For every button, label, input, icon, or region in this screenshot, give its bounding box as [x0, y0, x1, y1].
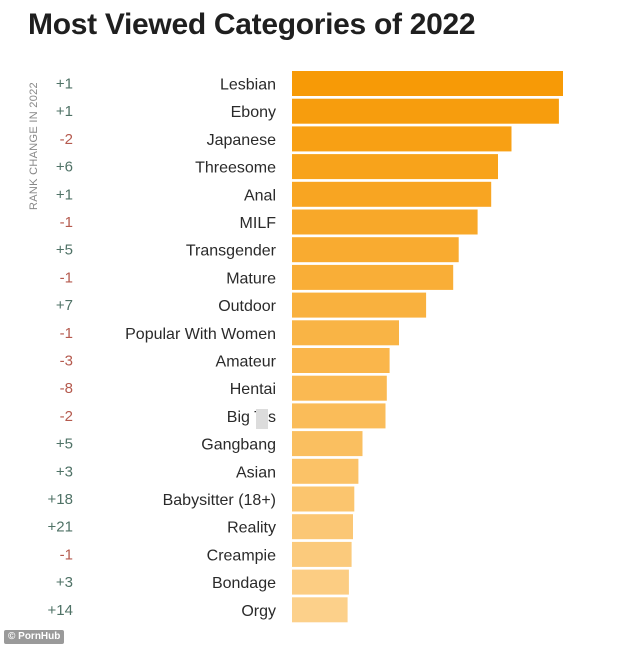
rank-change-label: +1 [56, 186, 73, 203]
rank-change-label: +6 [56, 159, 73, 176]
category-label: Threesome [195, 160, 276, 177]
rank-change-label: +5 [56, 436, 73, 453]
bar [292, 71, 563, 96]
bar [292, 209, 478, 235]
bar [292, 403, 386, 429]
bar [292, 348, 390, 373]
category-label: Popular With Women [125, 326, 276, 343]
rank-change-label: +21 [48, 519, 73, 536]
bar [292, 458, 359, 484]
rank-change-label: +18 [48, 491, 73, 508]
category-label: Asian [236, 464, 276, 481]
category-label: Bondage [212, 575, 276, 592]
bar [292, 154, 498, 180]
category-label: Outdoor [218, 298, 276, 315]
rank-change-label: -3 [60, 353, 73, 370]
bar [292, 514, 353, 540]
bar [292, 264, 454, 290]
category-label: Gangbang [201, 437, 276, 454]
bar [292, 126, 512, 152]
rank-change-label: -2 [60, 131, 73, 148]
rank-change-label: +14 [48, 602, 73, 619]
category-label: Ebony [231, 104, 276, 121]
rank-change-label: +3 [56, 574, 73, 591]
bar [292, 237, 459, 263]
rank-change-label: +3 [56, 463, 73, 480]
rank-change-label: -1 [60, 269, 73, 286]
category-label: Mature [226, 270, 276, 287]
bar [292, 486, 355, 512]
rank-change-label: +1 [56, 76, 73, 93]
category-label: Anal [244, 187, 276, 204]
category-label: MILF [240, 215, 277, 232]
bar [292, 292, 427, 318]
chart-title: Most Viewed Categories of 2022 [28, 8, 476, 41]
category-label: Transgender [186, 243, 277, 260]
rank-change-label: +1 [56, 103, 73, 120]
bar [292, 569, 349, 595]
category-label: Reality [227, 520, 276, 537]
category-label: Lesbian [220, 77, 276, 94]
bar [292, 98, 559, 124]
watermark: © PornHub [4, 630, 65, 644]
category-label: Babysitter (18+) [163, 492, 276, 509]
category-label: Orgy [241, 603, 276, 620]
rank-change-label: -2 [60, 408, 73, 425]
rank-change-label: +7 [56, 297, 73, 314]
redaction-block [256, 409, 268, 429]
category-label: Japanese [207, 132, 276, 149]
bar [292, 541, 352, 567]
bar [292, 181, 492, 207]
category-label: Creampie [207, 547, 276, 564]
bar [292, 320, 399, 346]
bar [292, 375, 387, 401]
rank-change-label: +5 [56, 242, 73, 259]
category-label: Hentai [230, 381, 276, 398]
category-label: Amateur [216, 354, 277, 371]
rank-change-label: -8 [60, 380, 73, 397]
category-label: Big T s [227, 409, 276, 426]
rank-change-label: -1 [60, 325, 73, 342]
rank-change-label: -1 [60, 546, 73, 563]
bar [292, 597, 348, 623]
bar [292, 431, 363, 457]
rank-change-label: -1 [60, 214, 73, 231]
